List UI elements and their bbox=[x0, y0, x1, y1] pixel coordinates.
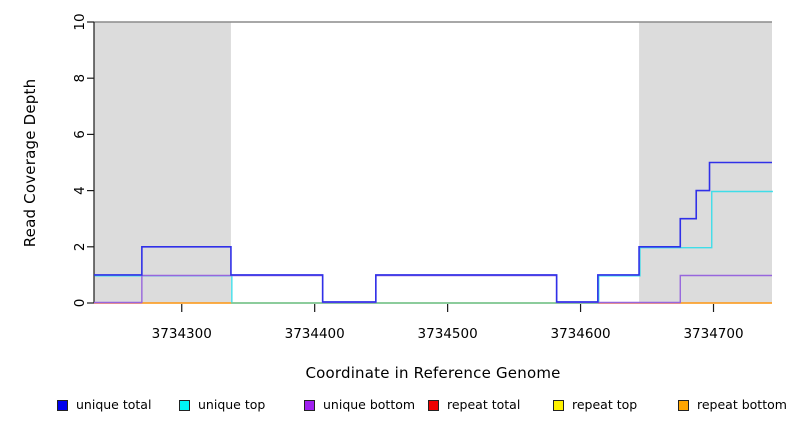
legend-label: repeat total bbox=[447, 397, 521, 412]
y-tick-label: 10 bbox=[72, 13, 88, 30]
y-tick-label: 0 bbox=[72, 299, 88, 308]
legend-swatch-unique-bottom bbox=[304, 399, 315, 411]
y-tick-label: 2 bbox=[72, 243, 88, 252]
legend-label: unique bottom bbox=[323, 397, 416, 412]
series-unique-top bbox=[94, 190, 773, 304]
x-axis-title: Coordinate in Reference Genome bbox=[305, 364, 561, 382]
legend-swatch-unique-top bbox=[179, 399, 190, 411]
y-axis-title: Read Coverage Depth bbox=[21, 78, 39, 248]
x-tick-label: 3734400 bbox=[285, 326, 345, 342]
x-tick-label: 3734500 bbox=[418, 326, 478, 342]
y-tick-label: 6 bbox=[72, 130, 88, 139]
legend-label: unique top bbox=[198, 397, 266, 412]
x-tick-label: 3734300 bbox=[152, 326, 212, 342]
legend-item-repeat-total: repeat total bbox=[428, 398, 520, 412]
legend-item-unique-bottom: unique bottom bbox=[304, 398, 415, 412]
legend-item-unique-top: unique top bbox=[179, 398, 265, 412]
y-tick-label: 4 bbox=[72, 186, 88, 195]
legend: unique total unique top unique bottom repea… bbox=[0, 398, 792, 414]
shaded-region bbox=[94, 22, 231, 303]
legend-label: repeat top bbox=[572, 397, 638, 412]
x-tick-label: 3734600 bbox=[551, 326, 611, 342]
legend-swatch-unique-total bbox=[57, 399, 68, 411]
legend-item-repeat-bottom: repeat bottom bbox=[678, 398, 787, 412]
legend-item-unique-total: unique total bbox=[57, 398, 151, 412]
series-unique-total bbox=[94, 161, 772, 303]
legend-swatch-repeat-bottom bbox=[678, 399, 689, 411]
legend-label: repeat bottom bbox=[697, 397, 787, 412]
legend-swatch-repeat-total bbox=[428, 399, 439, 411]
legend-item-repeat-top: repeat top bbox=[553, 398, 637, 412]
x-tick-label: 3734700 bbox=[683, 326, 743, 342]
legend-swatch-repeat-top bbox=[553, 399, 564, 411]
y-tick-label: 8 bbox=[72, 74, 88, 83]
legend-label: unique total bbox=[76, 397, 152, 412]
